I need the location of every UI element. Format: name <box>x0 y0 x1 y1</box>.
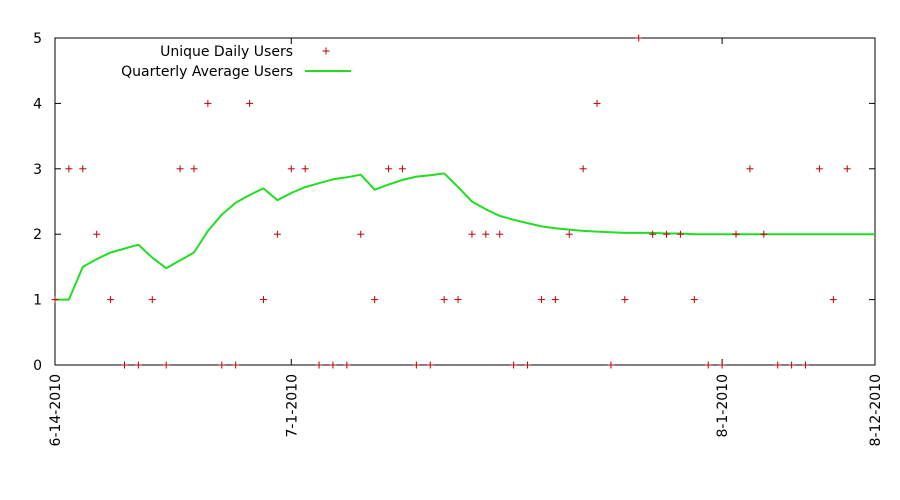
data-point <box>287 165 295 173</box>
data-point <box>732 230 740 238</box>
data-point <box>412 361 420 369</box>
plot-frame <box>54 37 876 366</box>
average-series <box>55 172 875 301</box>
data-point <box>301 165 309 173</box>
data-point <box>718 361 726 369</box>
data-point <box>357 230 365 238</box>
legend-label-average-users: Quarterly Average Users <box>121 64 293 80</box>
data-point <box>551 296 559 304</box>
data-point <box>426 361 434 369</box>
data-point <box>468 230 476 238</box>
y-tick-label: 0 <box>33 358 42 374</box>
data-point <box>190 165 198 173</box>
data-point <box>607 361 615 369</box>
data-point <box>649 230 657 238</box>
legend-label-daily-users: Unique Daily Users <box>160 44 293 60</box>
x-tick-label: 7-1-2010 <box>284 374 300 438</box>
data-point <box>93 230 101 238</box>
data-point <box>482 230 490 238</box>
data-point <box>398 165 406 173</box>
data-point <box>788 361 796 369</box>
data-point <box>676 230 684 238</box>
data-point <box>246 99 254 107</box>
data-point <box>259 296 267 304</box>
data-point <box>746 165 754 173</box>
daily-users-series <box>51 34 851 369</box>
data-point <box>343 361 351 369</box>
legend: Unique Daily Users Quarterly Average Use… <box>121 44 351 80</box>
data-point <box>802 361 810 369</box>
x-tick-label: 8-12-2010 <box>868 374 884 446</box>
y-tick-label: 2 <box>33 227 42 243</box>
data-point <box>232 361 240 369</box>
data-point <box>107 296 115 304</box>
data-point <box>371 296 379 304</box>
y-tick-label: 5 <box>33 31 42 47</box>
data-point <box>162 361 170 369</box>
data-point <box>385 165 393 173</box>
data-point <box>524 361 532 369</box>
data-point <box>760 230 768 238</box>
x-axis: 6-14-2010 7-1-2010 8-1-2010 8-12-2010 <box>48 38 884 446</box>
data-point <box>621 296 629 304</box>
data-point <box>218 361 226 369</box>
data-point <box>440 296 448 304</box>
data-point <box>65 165 73 173</box>
legend-plus-marker <box>322 47 330 55</box>
y-tick-label: 3 <box>33 162 42 178</box>
data-point <box>843 165 851 173</box>
x-tick-label: 6-14-2010 <box>48 374 64 446</box>
legend-marker-daily-users <box>322 47 330 55</box>
y-axis: 0 1 2 3 4 5 <box>33 31 875 374</box>
data-point <box>315 361 323 369</box>
data-point <box>329 361 337 369</box>
data-point <box>134 361 142 369</box>
data-point <box>510 361 518 369</box>
data-point <box>690 296 698 304</box>
data-point <box>120 361 128 369</box>
data-point <box>79 165 87 173</box>
data-point <box>176 165 184 173</box>
data-point <box>148 296 156 304</box>
data-point <box>829 296 837 304</box>
data-point <box>579 165 587 173</box>
average-users-line <box>55 172 875 301</box>
y-tick-label: 4 <box>33 96 42 112</box>
data-point <box>704 361 712 369</box>
data-point <box>51 296 59 304</box>
data-point <box>454 296 462 304</box>
data-point <box>663 230 671 238</box>
x-tick-label: 8-1-2010 <box>715 374 731 438</box>
data-point <box>593 99 601 107</box>
data-point <box>496 230 504 238</box>
data-point <box>537 296 545 304</box>
data-point <box>273 230 281 238</box>
data-point <box>565 230 573 238</box>
data-point <box>774 361 782 369</box>
data-point <box>815 165 823 173</box>
y-tick-label: 1 <box>33 293 42 309</box>
data-point <box>635 34 643 42</box>
data-point <box>204 99 212 107</box>
